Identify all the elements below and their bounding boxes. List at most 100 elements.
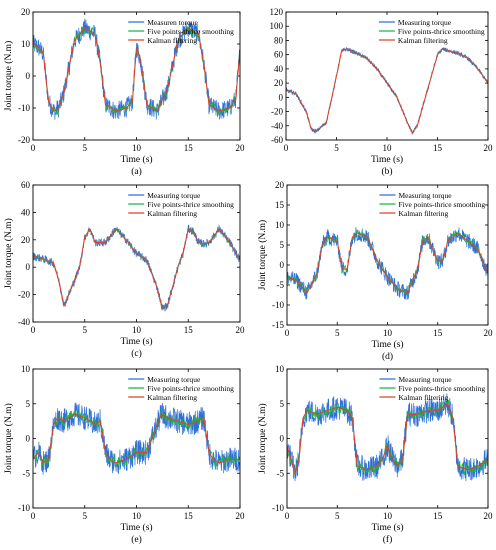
x-tick-label: 0: [31, 511, 36, 521]
series-line-smoothing: [286, 48, 488, 134]
series-group: [33, 402, 240, 475]
legend-label: Five points-thrice smoothing: [147, 27, 234, 36]
y-tick-label: -40: [18, 317, 30, 327]
y-axis-label: Joint torque (N.m): [257, 403, 268, 473]
y-tick-label: -60: [271, 135, 283, 145]
panel-caption: (e): [131, 534, 142, 545]
x-tick-label: 0: [285, 511, 290, 521]
plot-frame: [286, 368, 489, 509]
legend-label: Kalman filtering: [147, 209, 197, 218]
x-tick-label: 10: [383, 511, 393, 521]
series-group: [33, 224, 240, 312]
x-tick-label: 5: [83, 325, 88, 335]
y-axis-label: Joint torque (N.m): [3, 41, 14, 111]
legend-label: Measuring torque: [398, 375, 452, 384]
series-line-measured: [286, 47, 488, 135]
series-line-measured: [33, 402, 240, 475]
y-tick-label: -10: [18, 503, 30, 513]
x-axis-label: Time (s): [371, 522, 403, 533]
y-tick-label: -20: [18, 135, 30, 145]
plot-frame: [32, 368, 241, 509]
legend-label: Kalman filtering: [147, 36, 197, 45]
x-axis-label: Time (s): [371, 339, 403, 350]
y-axis-label: Joint torque (N.m): [257, 220, 268, 290]
y-tick-label: 0: [26, 262, 31, 272]
x-tick-label: 20: [484, 328, 494, 338]
x-tick-label: 15: [433, 143, 443, 153]
series-line-kalman: [287, 232, 488, 294]
y-tick-label: 10: [275, 364, 285, 374]
y-tick-label: 80: [274, 35, 284, 45]
plot-frame: [32, 11, 241, 141]
x-tick-label: 10: [383, 143, 393, 153]
x-tick-label: 5: [335, 511, 340, 521]
y-tick-label: 10: [21, 39, 31, 49]
y-tick-label: 0: [26, 434, 31, 444]
x-tick-label: 0: [285, 328, 290, 338]
series-line-kalman: [286, 48, 488, 134]
legend-label: Five points-thrice smoothing: [147, 200, 234, 209]
legend-label: Kalman filtering: [398, 36, 448, 45]
series-line-kalman: [287, 403, 488, 474]
series-group: [286, 47, 488, 135]
y-tick-label: -5: [277, 468, 285, 478]
y-tick-label: 15: [275, 200, 285, 210]
legend-label: Five points-thrice smoothing: [398, 200, 485, 209]
legend-label: Kalman filtering: [398, 209, 448, 218]
y-tick-label: 5: [26, 399, 31, 409]
legend-label: Five points-thrice smoothing: [398, 384, 485, 393]
y-tick-label: 60: [274, 50, 284, 60]
x-tick-label: 15: [433, 328, 443, 338]
y-tick-label: 20: [275, 180, 285, 190]
plot-frame: [286, 184, 489, 326]
x-tick-label: 20: [236, 511, 246, 521]
y-tick-label: 20: [21, 235, 31, 245]
chart-panel-3: 0 5 10 15 20 -40 -20 0 20 40 60 Measuring torqueFiv…: [3, 180, 245, 359]
y-tick-label: 120: [270, 7, 284, 17]
x-tick-label: 10: [132, 511, 142, 521]
x-tick-label: 15: [184, 143, 194, 153]
legend-label: Measuring torque: [147, 191, 201, 200]
x-tick-label: 20: [484, 511, 494, 521]
y-tick-label: -15: [272, 320, 284, 330]
y-tick-label: 0: [26, 71, 31, 81]
legend-label: Measuring torque: [398, 18, 452, 27]
legend-label: Five points-thrice smoothing: [398, 27, 485, 36]
y-tick-label: 40: [274, 64, 284, 74]
chart-panel-4: 0 5 10 15 20 -15 -10 -5 0 5 10 15 20 Measuring torque…: [257, 180, 493, 362]
y-tick-label: 20: [21, 7, 31, 17]
y-tick-label: -40: [271, 121, 283, 131]
legend-label: Measuring torque: [147, 375, 201, 384]
y-axis-label: Joint torque (N.m): [3, 218, 14, 288]
series-group: [287, 227, 488, 300]
series-line-measured: [287, 393, 488, 482]
x-tick-label: 5: [83, 143, 88, 153]
y-tick-label: -5: [23, 468, 31, 478]
x-tick-label: 10: [383, 328, 393, 338]
x-tick-label: 15: [184, 325, 194, 335]
y-tick-label: 100: [270, 21, 284, 31]
chart-panel-2: 0 5 10 15 20 -60 -40 -20 0 20 40 60 80 100 120 Measurin…: [270, 7, 494, 177]
x-tick-label: 15: [433, 511, 443, 521]
y-tick-label: 10: [275, 220, 285, 230]
panel-caption: (b): [381, 166, 392, 177]
y-tick-label: 40: [21, 207, 31, 217]
y-tick-label: -20: [18, 290, 30, 300]
plot-frame: [32, 184, 241, 323]
x-tick-label: 10: [132, 143, 142, 153]
series-line-kalman: [33, 227, 240, 309]
legend-label: Measuring torque: [398, 191, 452, 200]
y-tick-label: 0: [280, 260, 285, 270]
legend-label: Kalman filtering: [398, 393, 448, 402]
x-tick-label: 5: [83, 511, 88, 521]
x-tick-label: 20: [484, 143, 494, 153]
x-tick-label: 15: [184, 511, 194, 521]
panel-caption: (d): [382, 351, 393, 362]
series-line-measured: [33, 224, 240, 312]
